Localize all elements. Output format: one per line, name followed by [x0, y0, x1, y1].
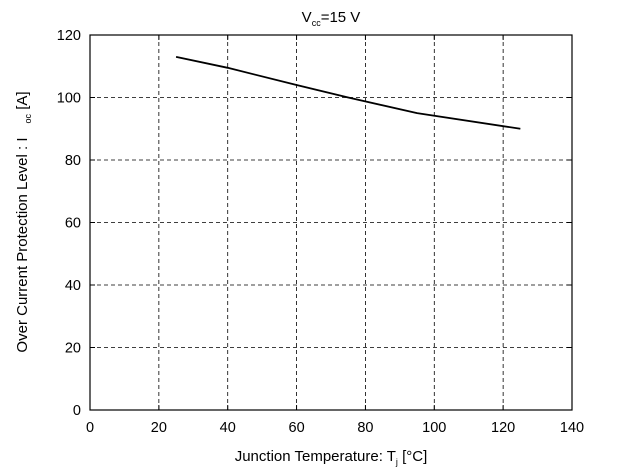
- x-tick-label: 120: [491, 420, 515, 436]
- y-tick-label: 60: [65, 216, 81, 232]
- y-tick-label: 100: [57, 91, 81, 107]
- x-tick-label: 40: [220, 420, 236, 436]
- y-tick-label: 120: [57, 28, 81, 44]
- y-tick-label: 20: [65, 341, 81, 357]
- x-tick-label: 20: [151, 420, 167, 436]
- x-tick-labels: 0 20 40 60 80 100 120 140: [86, 420, 584, 436]
- chart-title: Vcc=15 V: [302, 9, 361, 28]
- y-tick-label: 40: [65, 278, 81, 294]
- x-tick-label: 80: [357, 420, 373, 436]
- grid: [90, 35, 572, 410]
- x-tick-label: 60: [289, 420, 305, 436]
- y-axis-label: Over Current Protection Level : Ioc [A]: [14, 91, 33, 352]
- x-tick-label: 100: [422, 420, 446, 436]
- x-tick-label: 0: [86, 420, 94, 436]
- x-tick-label: 140: [560, 420, 584, 436]
- y-tick-label: 0: [73, 403, 81, 419]
- series-line: [175, 55, 521, 130]
- axis-ticks: [89, 34, 573, 411]
- series-group: [175, 55, 521, 130]
- x-axis-label: Junction Temperature: Tj [°C]: [235, 448, 428, 467]
- y-tick-label: 80: [65, 153, 81, 169]
- y-tick-labels: 0 20 40 60 80 100 120: [57, 28, 81, 419]
